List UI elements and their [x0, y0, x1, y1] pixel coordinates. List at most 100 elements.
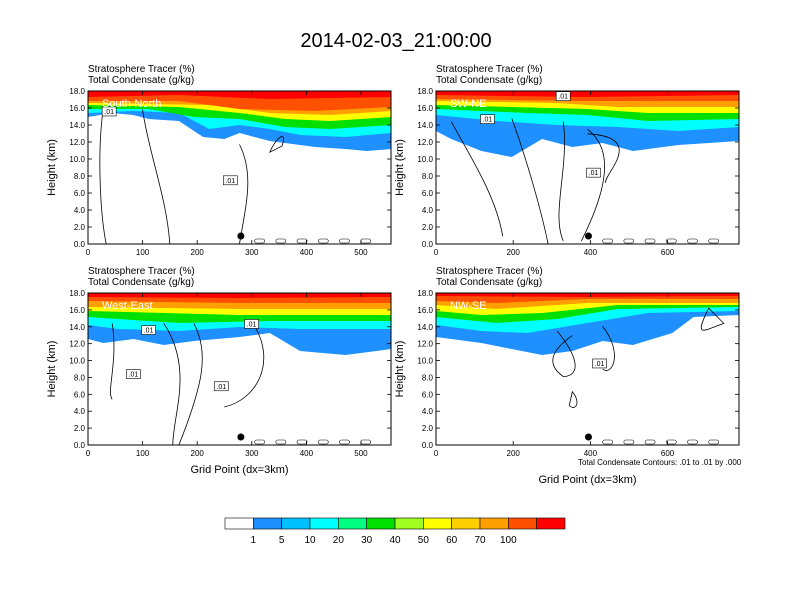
- contour-label: .01: [483, 117, 493, 124]
- x-tick-label: 600: [661, 248, 675, 257]
- contour-label: .01: [104, 109, 114, 116]
- colorbar-box-0: [224, 517, 254, 530]
- contour-label: .01: [144, 328, 154, 335]
- colorbar-box-1: [253, 517, 282, 530]
- condensate-contour-0: [552, 330, 576, 378]
- ground-contour-3: [665, 238, 677, 244]
- condensate-contour-0: [450, 121, 504, 237]
- ground-contour-2: [644, 238, 656, 244]
- condensate-contour-3: [269, 136, 284, 154]
- y-tick-label: 14.0: [69, 323, 85, 332]
- y-tick-label: 8.0: [74, 172, 86, 181]
- condensate-contour-2: [558, 121, 565, 242]
- condensate-contour-1: [163, 323, 181, 445]
- colorbar: 1 5 10 20 30 40 50 60 70 100: [224, 517, 566, 546]
- condensate-contour-1: [142, 109, 171, 244]
- plot-frame: [435, 292, 740, 446]
- condensate-contour-4: [587, 133, 620, 183]
- y-tick-label: 10.0: [69, 155, 85, 164]
- y-tick-label: 4.0: [74, 206, 86, 215]
- tracer-field: [436, 91, 739, 244]
- contour-label-box: [592, 358, 607, 369]
- y-tick-label: 12.0: [417, 340, 433, 349]
- y-tick-label: 0.0: [74, 441, 86, 450]
- y-axis-label: Height (km): [394, 341, 406, 398]
- colorbar-label: 50: [418, 535, 430, 546]
- x-axis-label: Grid Point (dx=3km): [190, 464, 288, 476]
- y-tick-label: 18.0: [417, 87, 433, 96]
- x-tick-label: 200: [191, 248, 205, 257]
- y-tick-label: 6.0: [422, 390, 434, 399]
- contour-label: .01: [247, 321, 257, 328]
- x-tick-label: 200: [507, 248, 521, 257]
- colorbar-box-8: [451, 517, 481, 530]
- condensate-contour-3: [224, 326, 265, 408]
- chart-main-title: 2014-02-03_21:00:00: [300, 30, 492, 52]
- ground-contour-2: [296, 238, 308, 244]
- y-tick-label: 16.0: [69, 306, 85, 315]
- y-tick-label: 8.0: [74, 373, 86, 382]
- y-tick-label: 14.0: [417, 323, 433, 332]
- ground-contour-5: [708, 238, 720, 244]
- x-tick-label: 400: [584, 248, 598, 257]
- ground-contour-1: [275, 439, 287, 445]
- condensate-contour-1: [602, 326, 615, 371]
- contour-label-box: [244, 319, 259, 329]
- y-tick-label: 6.0: [74, 390, 86, 399]
- x-axis-label: Grid Point (dx=3km): [538, 474, 636, 486]
- colorbar-label: 60: [446, 535, 458, 546]
- panel-title: NW-SE: [450, 300, 486, 312]
- x-tick-label: 500: [354, 248, 368, 257]
- y-tick-label: 10.0: [417, 155, 433, 164]
- colorbar-box-4: [338, 517, 367, 530]
- panel-nw-se: .01 0.0 2.0 4.0 6.0 8.0 10.0 12.0 14.0 16.0 18.0 0 2…: [394, 266, 740, 486]
- contour-label: .01: [595, 361, 605, 368]
- colorbar-box-10: [508, 517, 537, 530]
- x-tick-label: 400: [584, 449, 598, 458]
- panel-south-north: .01 .01 0.0 2.0 4.0 6.0 8.0 10.0 12.0 14.0 16.0 18.…: [46, 64, 392, 257]
- y-axis-label: Height (km): [46, 341, 58, 398]
- plot-frame: [435, 90, 740, 245]
- y-tick-label: 12.0: [69, 138, 85, 147]
- y-tick-label: 2.0: [74, 424, 86, 433]
- y-axis-label: Height (km): [394, 139, 406, 196]
- contour-label-box: [141, 325, 156, 335]
- ground-contour-3: [665, 439, 677, 445]
- y-tick-label: 0.0: [74, 240, 86, 249]
- panel-title: SW-NE: [450, 98, 486, 110]
- contour-label: .01: [216, 384, 226, 391]
- contour-label: .01: [558, 94, 568, 101]
- tracer-label: Stratosphere Tracer (%): [88, 266, 195, 277]
- y-tick-label: 16.0: [69, 104, 85, 113]
- y-tick-label: 18.0: [417, 289, 433, 298]
- x-tick-label: 200: [507, 449, 521, 458]
- tracer-band-6: [436, 91, 739, 97]
- tracer-label: Stratosphere Tracer (%): [88, 64, 195, 75]
- condensate-contour-2: [178, 323, 203, 445]
- location-marker: [584, 232, 592, 240]
- ground-contour-0: [602, 238, 613, 244]
- condensate-label: Total Condensate (g/kg): [436, 277, 542, 288]
- ground-contour-4: [339, 238, 350, 244]
- condensate-contour-0: [110, 323, 115, 400]
- y-tick-label: 8.0: [422, 373, 434, 382]
- colorbar-label: 100: [500, 535, 517, 546]
- colorbar-box-3: [309, 517, 339, 530]
- x-tick-label: 0: [434, 248, 439, 257]
- ground-contour-0: [254, 439, 265, 445]
- x-tick-label: 300: [245, 248, 259, 257]
- x-tick-label: 200: [191, 449, 205, 458]
- y-tick-label: 0.0: [422, 441, 434, 450]
- ground-contour-5: [708, 439, 720, 445]
- contour-label-box: [126, 369, 141, 379]
- x-tick-label: 0: [434, 449, 439, 458]
- x-tick-label: 0: [86, 449, 91, 458]
- y-tick-label: 16.0: [417, 306, 433, 315]
- y-tick-label: 4.0: [422, 407, 434, 416]
- y-tick-label: 4.0: [74, 407, 86, 416]
- x-tick-label: 400: [300, 248, 314, 257]
- tracer-band-6: [88, 293, 391, 298]
- ground-contour-5: [360, 238, 372, 244]
- y-tick-label: 2.0: [422, 223, 434, 232]
